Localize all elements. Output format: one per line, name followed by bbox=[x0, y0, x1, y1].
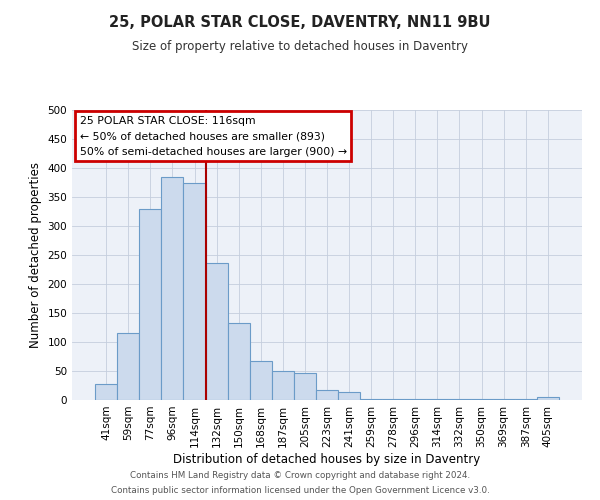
Text: Size of property relative to detached houses in Daventry: Size of property relative to detached ho… bbox=[132, 40, 468, 53]
Bar bbox=[427, 399, 448, 400]
Bar bbox=[448, 399, 470, 400]
Text: Contains HM Land Registry data © Crown copyright and database right 2024.: Contains HM Land Registry data © Crown c… bbox=[130, 471, 470, 480]
Bar bbox=[470, 399, 493, 400]
Bar bbox=[537, 397, 559, 400]
Text: Contains public sector information licensed under the Open Government Licence v3: Contains public sector information licen… bbox=[110, 486, 490, 495]
Y-axis label: Number of detached properties: Number of detached properties bbox=[29, 162, 42, 348]
Bar bbox=[360, 399, 382, 400]
Bar bbox=[515, 399, 537, 400]
Bar bbox=[117, 332, 139, 400]
Text: 25, POLAR STAR CLOSE, DAVENTRY, NN11 9BU: 25, POLAR STAR CLOSE, DAVENTRY, NN11 9BU bbox=[109, 15, 491, 30]
Bar bbox=[227, 324, 250, 400]
Bar bbox=[294, 374, 316, 400]
Bar bbox=[493, 399, 515, 400]
Bar bbox=[382, 399, 404, 400]
Bar bbox=[184, 182, 206, 400]
Bar bbox=[316, 390, 338, 400]
Bar bbox=[338, 392, 360, 400]
Bar bbox=[250, 360, 272, 400]
Bar bbox=[95, 384, 117, 400]
Bar bbox=[161, 176, 184, 400]
X-axis label: Distribution of detached houses by size in Daventry: Distribution of detached houses by size … bbox=[173, 452, 481, 466]
Bar bbox=[139, 208, 161, 400]
Bar bbox=[404, 399, 427, 400]
Bar bbox=[206, 263, 227, 400]
Text: 25 POLAR STAR CLOSE: 116sqm
← 50% of detached houses are smaller (893)
50% of se: 25 POLAR STAR CLOSE: 116sqm ← 50% of det… bbox=[80, 116, 347, 157]
Bar bbox=[272, 371, 294, 400]
